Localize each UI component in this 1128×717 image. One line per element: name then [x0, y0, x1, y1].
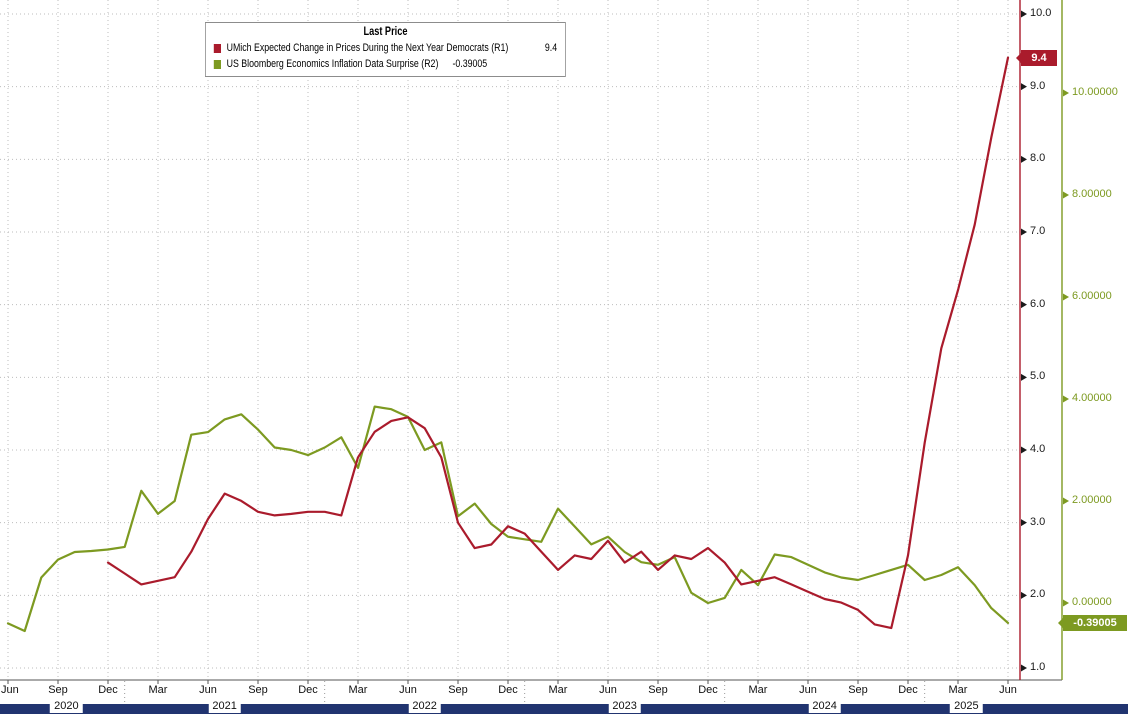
x-year-label: 2024: [808, 699, 841, 713]
axis-tick-arrow-icons: [1021, 10, 1069, 672]
r1-tick-label: 9.0: [1030, 79, 1046, 92]
x-month-label: Mar: [948, 684, 968, 696]
x-axis-year-bar: [0, 704, 1128, 714]
r2-tick-label: 0.00000: [1072, 596, 1112, 608]
r2-tick-label: 4.00000: [1072, 392, 1112, 404]
legend-label: UMich Expected Change in Prices During t…: [226, 42, 509, 54]
chart-legend: Last Price UMich Expected Change in Pric…: [205, 22, 566, 77]
x-month-label: Sep: [248, 684, 268, 696]
x-month-label: Dec: [698, 684, 718, 696]
r1-tick-label: 6.0: [1030, 297, 1046, 310]
x-month-label: Jun: [599, 684, 617, 696]
horizontal-gridlines: [0, 13, 1020, 669]
x-month-label: Mar: [548, 684, 568, 696]
r2-tick-label: 10.00000: [1072, 86, 1118, 98]
r1-tick-label: 10.0: [1030, 7, 1052, 19]
vertical-gridlines: [7, 0, 1009, 703]
legend-value: -0.39005: [452, 58, 488, 70]
umich-democrats-line: [106, 56, 1010, 630]
x-month-label: Jun: [399, 684, 417, 696]
legend-value: 9.4: [544, 42, 558, 54]
r1-tick-label: 1.0: [1030, 661, 1046, 673]
r2-last-value-badge: -0.39005: [1058, 614, 1127, 631]
x-month-label: Mar: [748, 684, 768, 696]
x-month-label: Dec: [898, 684, 918, 696]
inflation-surprise-line: [6, 405, 1010, 633]
green-series-swatch-icon: [213, 59, 221, 69]
r1-tick-label: 5.0: [1030, 370, 1046, 383]
x-month-label: Sep: [648, 684, 668, 696]
legend-row-umich-democrats: UMich Expected Change in Prices During t…: [213, 40, 558, 56]
x-month-label: Sep: [448, 684, 468, 696]
x-year-label: 2021: [208, 699, 241, 713]
r2-tick-label: 2.00000: [1072, 494, 1112, 506]
r1-tick-label: 4.0: [1030, 443, 1046, 455]
x-year-label: 2023: [608, 699, 641, 713]
x-year-label: 2020: [50, 699, 83, 713]
legend-label: US Bloomberg Economics Inflation Data Su…: [226, 58, 439, 70]
legend-row-inflation-surprise: US Bloomberg Economics Inflation Data Su…: [213, 56, 557, 72]
r1-tick-label: 3.0: [1030, 515, 1046, 528]
x-month-label: Jun: [799, 684, 817, 696]
x-month-label: Dec: [498, 684, 518, 696]
r1-tick-label: 7.0: [1030, 225, 1046, 237]
legend-title: Last Price: [363, 26, 408, 38]
x-month-label: Dec: [98, 684, 118, 696]
r2-tick-label: 6.00000: [1072, 290, 1112, 302]
x-month-label: Dec: [298, 684, 318, 696]
red-series-swatch-icon: [213, 43, 221, 53]
x-month-label: Sep: [48, 684, 68, 696]
x-month-label: Jun: [1, 684, 19, 696]
x-year-label: 2025: [950, 699, 983, 713]
x-month-label: Sep: [848, 684, 868, 696]
r1-tick-label: 8.0: [1030, 152, 1046, 165]
r1-tick-label: 2.0: [1030, 588, 1046, 601]
r2-tick-label: 8.00000: [1072, 188, 1112, 200]
r1-last-value-badge: 9.4: [1016, 49, 1057, 66]
x-month-label: Mar: [148, 684, 168, 696]
x-month-label: Jun: [999, 684, 1017, 696]
axis-lines: [0, 0, 1063, 684]
x-month-label: Mar: [348, 684, 368, 696]
x-year-label: 2022: [408, 699, 441, 713]
x-month-label: Jun: [199, 684, 217, 696]
